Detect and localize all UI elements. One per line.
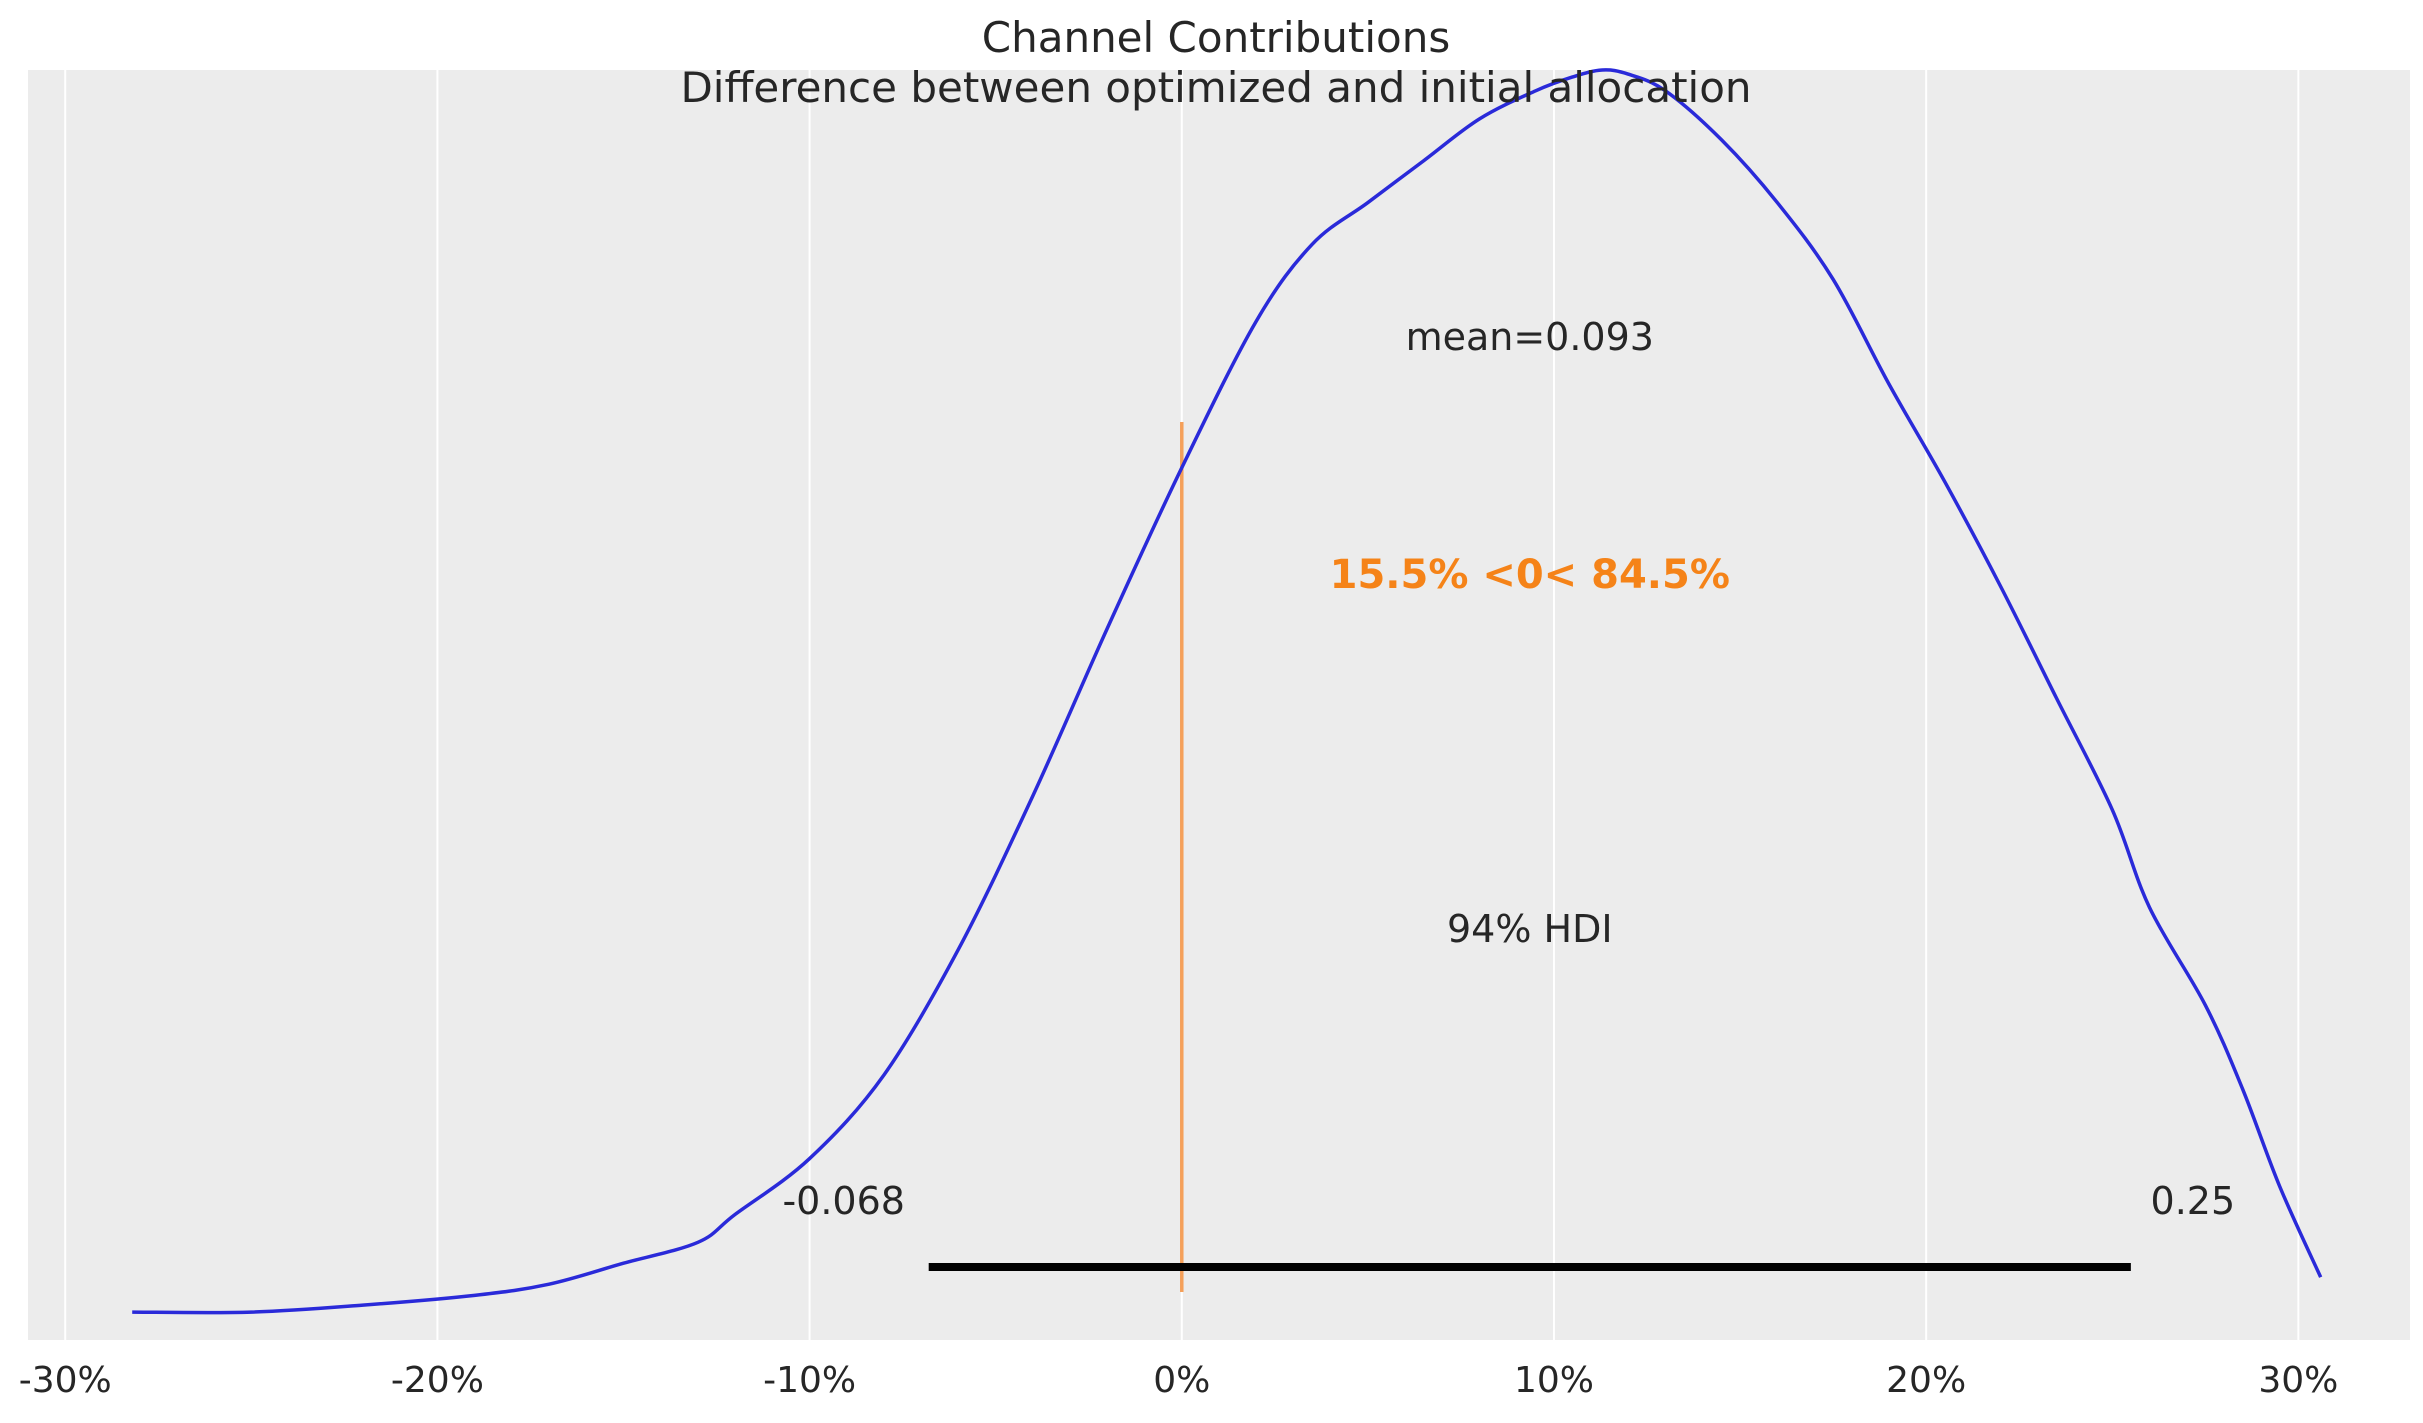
mean-label: mean=0.093 [1406, 315, 1654, 359]
chart-title: Channel Contributions [982, 13, 1450, 62]
hdi-upper-label: 0.25 [2151, 1179, 2236, 1223]
hdi-lower-label: -0.068 [782, 1179, 905, 1223]
x-tick-label: 10% [1514, 1360, 1594, 1401]
x-tick-label: -20% [391, 1360, 484, 1401]
x-tick-labels: -30% -20% -10% 0% 10% 20% 30% [19, 1360, 2339, 1401]
x-tick-label: -30% [19, 1360, 112, 1401]
plot-background [28, 70, 2410, 1340]
reference-probability-label: 15.5% <0< 84.5% [1330, 552, 1730, 598]
kde-curve [132, 68, 2323, 1315]
gridlines [64, 70, 2300, 1340]
x-tick-label: -10% [763, 1360, 856, 1401]
x-tick-label: 30% [2258, 1360, 2338, 1401]
chart-subtitle: Difference between optimized and initial… [680, 63, 1751, 112]
x-tick-label: 0% [1153, 1360, 1210, 1401]
hdi-probability-label: 94% HDI [1447, 907, 1613, 951]
x-tick-label: 20% [1886, 1360, 1966, 1401]
